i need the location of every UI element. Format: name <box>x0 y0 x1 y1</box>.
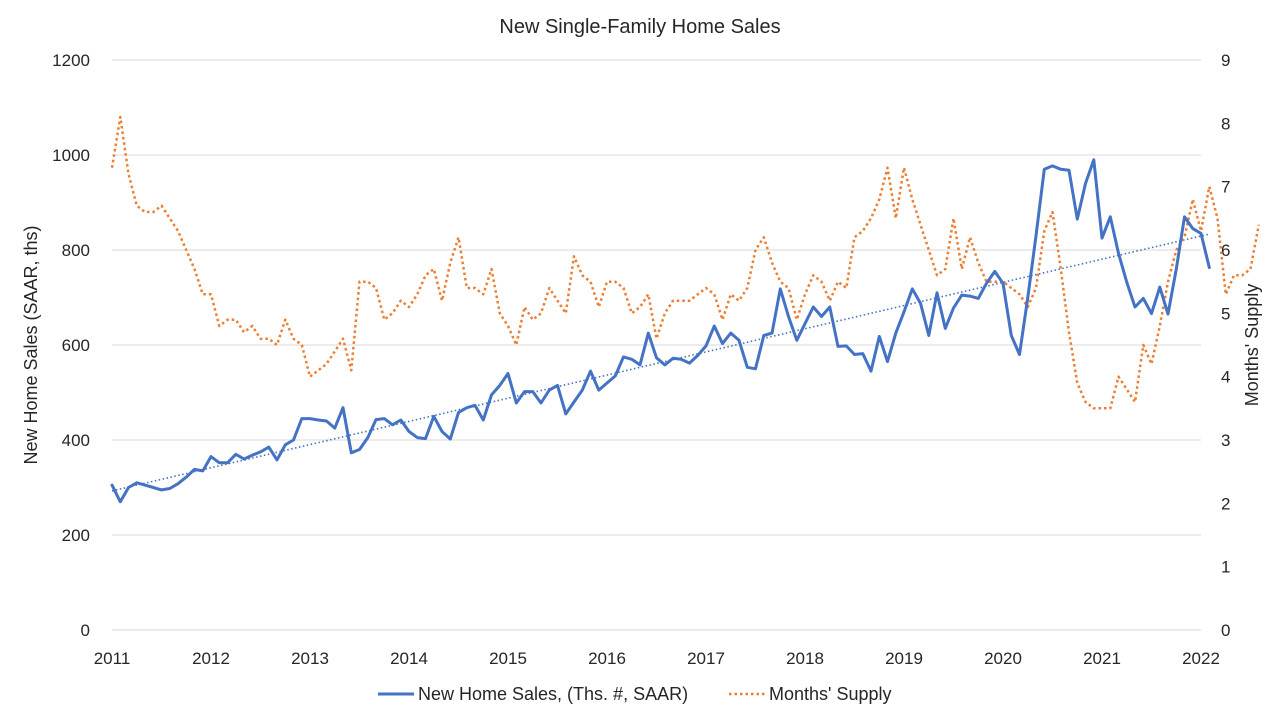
legend: New Home Sales, (Ths. #, SAAR) Months' S… <box>378 684 892 704</box>
x-tick-label: 2020 <box>984 649 1022 668</box>
x-axis-ticks: 2011 2012 2013 2014 2015 2016 2017 2018 2019 2020… <box>94 649 1220 668</box>
x-tick-label: 2022 <box>1182 649 1220 668</box>
legend-label-supply: Months' Supply <box>769 684 892 704</box>
left-tick-label: 400 <box>62 431 90 450</box>
left-tick-label: 1000 <box>52 146 90 165</box>
x-tick-label: 2018 <box>786 649 824 668</box>
right-tick-label: 4 <box>1221 368 1230 387</box>
gridlines <box>112 59 1201 536</box>
left-axis-ticks: 0 200 400 600 800 1000 1200 <box>52 51 90 640</box>
x-tick-label: 2012 <box>192 649 230 668</box>
series-lines <box>110 115 1261 504</box>
right-tick-label: 1 <box>1221 558 1230 577</box>
right-tick-label: 6 <box>1221 241 1230 260</box>
x-tick-label: 2016 <box>588 649 626 668</box>
right-tick-label: 3 <box>1221 431 1230 450</box>
left-tick-label: 200 <box>62 526 90 545</box>
right-tick-label: 0 <box>1221 621 1230 640</box>
series-line-new-home-sales <box>110 158 1211 504</box>
left-axis-label: New Home Sales (SAAR, ths) <box>21 225 41 464</box>
left-tick-label: 1200 <box>52 51 90 70</box>
x-tick-label: 2015 <box>489 649 527 668</box>
x-tick-label: 2014 <box>390 649 428 668</box>
chart-title: New Single-Family Home Sales <box>499 16 780 38</box>
x-tick-label: 2011 <box>94 649 131 668</box>
right-tick-label: 8 <box>1221 114 1230 133</box>
left-tick-label: 600 <box>62 336 90 355</box>
x-tick-label: 2019 <box>885 649 923 668</box>
x-tick-label: 2021 <box>1083 649 1121 668</box>
right-tick-label: 5 <box>1221 304 1230 323</box>
right-tick-label: 9 <box>1221 51 1230 70</box>
right-axis-ticks: 0 1 2 3 4 5 6 7 8 9 <box>1221 51 1230 640</box>
x-tick-label: 2013 <box>291 649 329 668</box>
right-tick-label: 7 <box>1221 178 1230 197</box>
left-tick-label: 0 <box>81 621 90 640</box>
left-tick-label: 800 <box>62 241 90 260</box>
series-line-months-supply <box>110 115 1261 410</box>
x-tick-label: 2017 <box>687 649 725 668</box>
legend-label-sales: New Home Sales, (Ths. #, SAAR) <box>418 684 688 704</box>
right-axis-label: Months' Supply <box>1242 284 1262 407</box>
right-tick-label: 2 <box>1221 494 1230 513</box>
